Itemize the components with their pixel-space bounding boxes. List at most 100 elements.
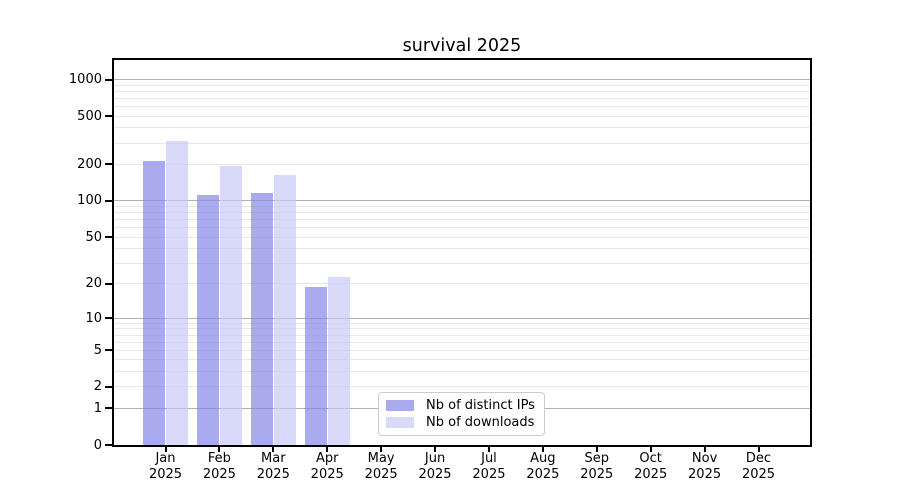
x-tick-label-month: Apr xyxy=(315,451,339,466)
x-tick-label-month: Nov xyxy=(691,451,718,466)
bar xyxy=(196,194,219,445)
x-tick-label-month: May xyxy=(367,451,395,466)
y-tick-mark xyxy=(105,282,112,285)
y-tick-mark xyxy=(105,407,112,410)
gridline-minor xyxy=(114,205,810,207)
gridline-minor xyxy=(114,227,810,229)
x-tick-label-year: 2025 xyxy=(418,466,452,482)
x-tick-mark xyxy=(487,447,490,452)
legend-item-downloads: Nb of downloads xyxy=(386,415,537,430)
x-tick-mark xyxy=(649,447,652,452)
x-tick-label: Apr 2025 xyxy=(297,451,357,482)
gridline-minor xyxy=(114,84,810,86)
y-tick-label: 0 xyxy=(93,437,102,453)
y-tick-label: 2 xyxy=(93,379,102,395)
gridline-minor xyxy=(114,212,810,214)
legend-swatch-distinct-ips xyxy=(386,400,414,411)
x-tick-label: May 2025 xyxy=(351,451,411,482)
x-tick-label-year: 2025 xyxy=(634,466,668,482)
y-tick-mark xyxy=(105,385,112,388)
gridline-minor xyxy=(114,359,810,361)
x-tick-label: Jun 2025 xyxy=(405,451,465,482)
y-tick-mark xyxy=(105,444,112,446)
bar xyxy=(166,141,188,445)
x-tick-label-year: 2025 xyxy=(202,466,236,482)
y-tick-mark xyxy=(105,317,112,320)
gridline-minor xyxy=(114,322,810,324)
y-tick-label: 10 xyxy=(85,310,102,326)
x-tick-mark xyxy=(380,447,383,452)
bar xyxy=(273,174,296,445)
gridline-minor xyxy=(114,283,810,285)
x-tick-label-year: 2025 xyxy=(364,466,398,482)
y-tick-label: 20 xyxy=(85,276,102,292)
y-tick-mark xyxy=(105,236,112,239)
x-tick-label: Sep 2025 xyxy=(567,451,627,482)
x-tick-label: Jan 2025 xyxy=(136,451,196,482)
y-tick-label: 500 xyxy=(77,108,102,124)
x-tick-label-year: 2025 xyxy=(741,466,776,482)
x-tick-label-month: Sep xyxy=(584,451,610,466)
y-tick-label: 1 xyxy=(93,400,102,416)
y-tick-mark xyxy=(105,163,112,166)
x-tick-mark xyxy=(703,447,706,452)
y-tick-mark xyxy=(105,349,112,352)
gridline-minor xyxy=(114,328,810,330)
x-tick-label: Oct 2025 xyxy=(621,451,681,482)
plot-area xyxy=(112,58,812,447)
x-tick-label-year: 2025 xyxy=(256,466,290,482)
y-tick-mark xyxy=(105,78,112,81)
gridline-minor xyxy=(114,163,810,165)
y-tick-mark xyxy=(105,115,112,118)
y-tick-label: 5 xyxy=(93,342,102,358)
x-tick-label-month: Jan xyxy=(155,451,176,466)
bar xyxy=(327,276,350,445)
gridline-minor xyxy=(114,371,810,373)
gridline-minor xyxy=(114,386,810,388)
gridline-minor xyxy=(114,349,810,351)
gridline-minor xyxy=(114,334,810,336)
x-tick-label-year: 2025 xyxy=(148,466,183,482)
x-tick-label: Nov 2025 xyxy=(675,451,735,482)
x-tick-label-month: Feb xyxy=(207,451,231,466)
x-tick-label: Mar 2025 xyxy=(243,451,303,482)
gridline-minor xyxy=(114,127,810,129)
legend: Nb of distinct IPs Nb of downloads xyxy=(378,392,545,436)
gridline-minor xyxy=(114,219,810,221)
x-tick-mark xyxy=(164,447,167,452)
x-tick-label: Jul 2025 xyxy=(459,451,519,482)
x-tick-mark xyxy=(434,447,437,452)
x-tick-label-month: Oct xyxy=(639,451,662,466)
x-tick-mark xyxy=(595,447,598,452)
gridline-minor xyxy=(114,236,810,238)
y-tick-label: 100 xyxy=(77,193,102,209)
gridline-minor xyxy=(114,262,810,264)
x-tick-mark xyxy=(326,447,329,452)
x-tick-label: Feb 2025 xyxy=(189,451,249,482)
x-tick-label-month: Dec xyxy=(745,451,772,466)
legend-swatch-downloads xyxy=(386,417,414,428)
x-tick-mark xyxy=(541,447,544,452)
x-tick-mark xyxy=(272,447,275,452)
gridline-major xyxy=(114,317,810,319)
gridline-minor xyxy=(114,97,810,99)
bar xyxy=(250,193,273,445)
x-tick-label-year: 2025 xyxy=(688,466,722,482)
gridline-minor xyxy=(114,106,810,108)
chart-title: survival 2025 xyxy=(402,36,522,56)
y-tick-label: 200 xyxy=(77,156,102,172)
bar xyxy=(219,165,242,445)
gridline-minor xyxy=(114,90,810,92)
x-tick-label-month: Jun xyxy=(424,451,446,466)
x-tick-label-month: Mar xyxy=(261,451,286,466)
x-tick-label-year: 2025 xyxy=(472,466,506,482)
x-tick-label-year: 2025 xyxy=(310,466,344,482)
y-tick-label: 1000 xyxy=(68,72,102,88)
x-tick-mark xyxy=(218,447,221,452)
bar xyxy=(143,160,165,445)
x-tick-label-month: Jul xyxy=(481,451,497,466)
gridline-minor xyxy=(114,341,810,343)
y-tick-mark xyxy=(105,199,112,202)
gridline-minor xyxy=(114,115,810,117)
